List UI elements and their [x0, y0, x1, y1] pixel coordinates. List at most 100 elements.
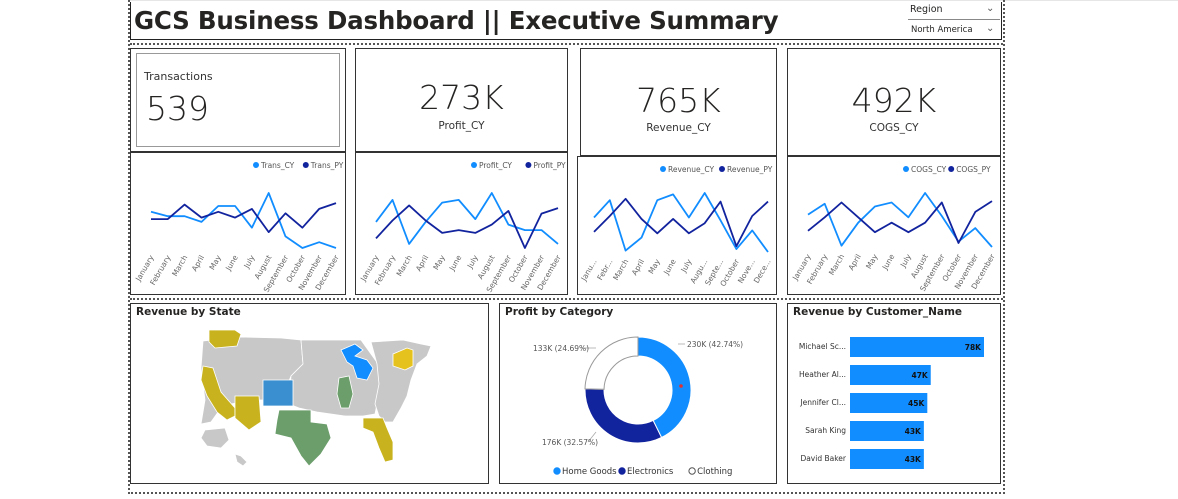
donut-slice[interactable] — [584, 336, 639, 390]
bar-data-label: 43K — [905, 455, 922, 464]
x-tick-label: July — [465, 253, 480, 271]
legend-label: Clothing — [697, 467, 732, 477]
bar[interactable] — [850, 421, 924, 441]
state-illinois — [336, 375, 354, 409]
revenue-by-customer-bar[interactable]: Revenue by Customer_Name Michael Sc... 78… — [787, 303, 1001, 484]
legend-label: Revenue_PY — [727, 165, 773, 174]
transactions-card-inner — [136, 53, 340, 147]
bar[interactable] — [850, 337, 984, 357]
series-line — [150, 192, 337, 249]
donut-svg: 230K (42.74%) 176K (32.57%) 133K (24.69%) H… — [533, 336, 743, 477]
page-title: GCS Business Dashboard || Executive Summ… — [134, 6, 779, 35]
x-tick-label: May — [646, 257, 662, 275]
x-tick-label: March — [827, 252, 846, 277]
cogs-card[interactable]: 492K COGS_CY — [787, 48, 1001, 156]
x-tick-label: March — [170, 253, 189, 278]
transactions-value: 539 — [146, 89, 209, 128]
x-tick-label: June — [661, 257, 678, 277]
legend-label: Profit_PY — [533, 161, 566, 170]
state-alaska — [200, 427, 230, 449]
legend-marker — [525, 162, 532, 168]
legend-marker — [471, 162, 477, 168]
legend-marker — [688, 467, 696, 475]
donut-title: Profit by Category — [505, 306, 614, 318]
legend-label: Electronics — [627, 467, 674, 477]
x-tick-label: May — [864, 252, 880, 270]
state-new-york — [392, 347, 414, 371]
x-tick-label: April — [414, 254, 430, 273]
us-map-svg — [200, 329, 432, 467]
bar[interactable] — [850, 393, 928, 413]
section-divider — [130, 298, 1003, 300]
state-hawaii — [234, 453, 248, 467]
chevron-down-icon[interactable]: ⌄ — [986, 23, 995, 34]
state-california — [200, 365, 236, 421]
bar[interactable] — [850, 449, 924, 469]
chevron-down-icon[interactable]: ⌄ — [986, 3, 995, 14]
bar-data-label: 47K — [911, 371, 928, 380]
slice-data-label: 176K (32.57%) — [542, 438, 598, 447]
bar-category-label: Sarah King — [805, 426, 846, 435]
slice-data-label: 133K (24.69%) — [533, 344, 589, 353]
revenue-card[interactable]: 765K Revenue_CY — [580, 48, 777, 156]
legend-label: Home Goods — [562, 467, 617, 477]
donut-marker — [679, 384, 683, 388]
transactions-card[interactable]: Transactions 539 — [130, 48, 346, 152]
state-arizona — [234, 395, 262, 431]
legend-label: COGS_CY — [911, 165, 947, 174]
x-tick-label: May — [207, 253, 223, 271]
legend-label: Trans_PY — [310, 161, 344, 170]
x-tick-label: April — [630, 258, 646, 277]
state-florida — [362, 417, 394, 463]
revenue-line-chart[interactable]: Revenue_CY Revenue_PY Janu... Febr... March A… — [577, 156, 777, 295]
series-line — [375, 192, 559, 245]
series-line — [151, 202, 337, 233]
state-east — [370, 339, 432, 423]
trans-line-chart[interactable]: Trans_CY Trans_PY January February March Apri… — [130, 152, 346, 295]
legend-label: Profit_CY — [479, 161, 512, 170]
region-dropdown-value[interactable]: North America — [911, 25, 973, 35]
revenue-by-state-map[interactable]: Revenue by State — [130, 303, 489, 484]
x-tick-label: July — [679, 257, 694, 275]
legend-label: Trans_CY — [260, 161, 295, 170]
profit-line-chart[interactable]: Profit_CY Profit_PY January February March Ap… — [355, 152, 568, 295]
donut-slice[interactable] — [637, 336, 692, 439]
slice-data-label: 230K (42.74%) — [687, 340, 743, 349]
bar-data-label: 43K — [905, 427, 922, 436]
cogs-line-chart[interactable]: COGS_CY COGS_PY January February March April M… — [787, 156, 1001, 295]
bar-category-label: Michael Sc... — [799, 342, 846, 351]
bar[interactable] — [850, 365, 931, 385]
legend-label: COGS_PY — [956, 165, 991, 174]
cogs-value: 492K — [851, 81, 937, 120]
donut-slice[interactable] — [584, 388, 663, 444]
region-slicer-label: Region — [910, 4, 943, 15]
profit-card[interactable]: 273K Profit_CY — [355, 48, 568, 152]
report-canvas — [128, 0, 1005, 494]
us-states — [200, 329, 432, 467]
cogs-label: COGS_CY — [869, 122, 919, 134]
state-colorado — [262, 379, 294, 407]
x-tick-label: July — [898, 252, 913, 270]
profit-by-category-donut[interactable]: Profit by Category 230K (42.74%) 176K (32… — [499, 303, 777, 484]
legend-marker — [948, 166, 955, 172]
slicer-divider — [908, 19, 1000, 20]
map-title: Revenue by State — [136, 306, 241, 318]
series-line — [593, 192, 769, 253]
legend-marker — [553, 467, 561, 475]
x-tick-label: April — [847, 253, 863, 272]
x-tick-label: June — [880, 252, 897, 272]
top-border — [128, 0, 1178, 1]
legend-marker — [618, 467, 626, 475]
state-washington — [208, 329, 242, 349]
legend-marker — [302, 162, 309, 168]
state-michigan — [340, 343, 374, 381]
bar-category-label: Jennifer Cl... — [799, 398, 846, 407]
x-tick-label: Janu... — [579, 258, 599, 284]
series-line — [807, 200, 993, 244]
section-divider — [130, 43, 1003, 45]
series-line — [807, 192, 993, 248]
